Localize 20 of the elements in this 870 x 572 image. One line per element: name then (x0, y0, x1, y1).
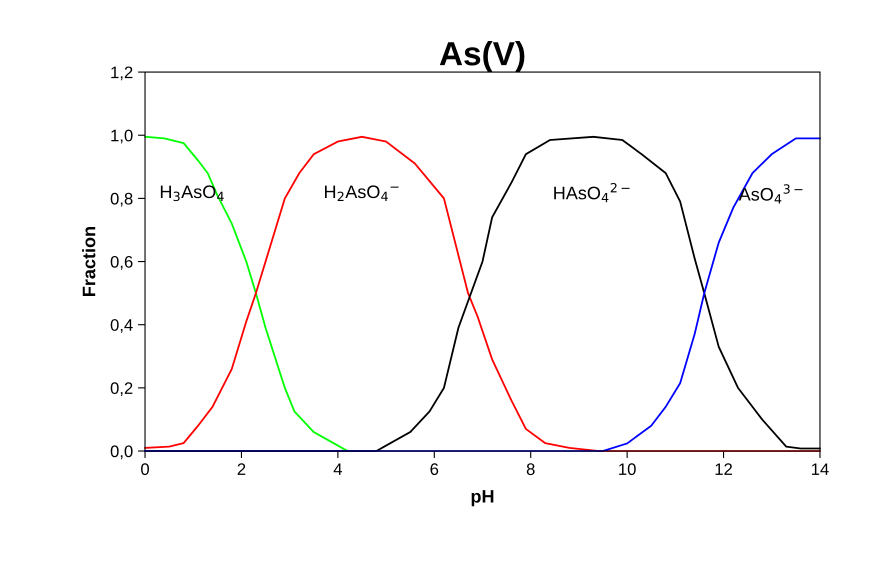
y-tick-label: 1,2 (111, 66, 132, 80)
y-tick-label: 1,0 (111, 130, 133, 144)
x-tick-label: 0 (141, 463, 150, 476)
y-axis-title: Fraction (82, 227, 96, 296)
x-tick-label: 8 (526, 463, 535, 476)
series-label: HAsO$_{4}$$^{2−}$ (554, 182, 630, 202)
x-tick-label: 10 (619, 463, 636, 476)
y-tick-label: 0,2 (110, 382, 132, 396)
chart-title: As(V) (440, 41, 524, 72)
x-tick-label: 4 (334, 463, 342, 475)
x-tick-label: 6 (430, 463, 438, 476)
y-tick-label: 0,8 (110, 192, 132, 207)
x-tick-label: 12 (716, 463, 732, 475)
x-tick-label: 14 (812, 463, 829, 475)
y-tick-label: 0,6 (110, 256, 132, 270)
x-axis-title: pH (472, 490, 494, 506)
y-tick-label: 0,0 (110, 445, 133, 460)
y-tick-label: 0,4 (110, 319, 133, 333)
series-label: H$_{2}$AsO$_{4}$$^{−}$ (325, 185, 399, 201)
x-tick-label: 2 (238, 463, 246, 475)
